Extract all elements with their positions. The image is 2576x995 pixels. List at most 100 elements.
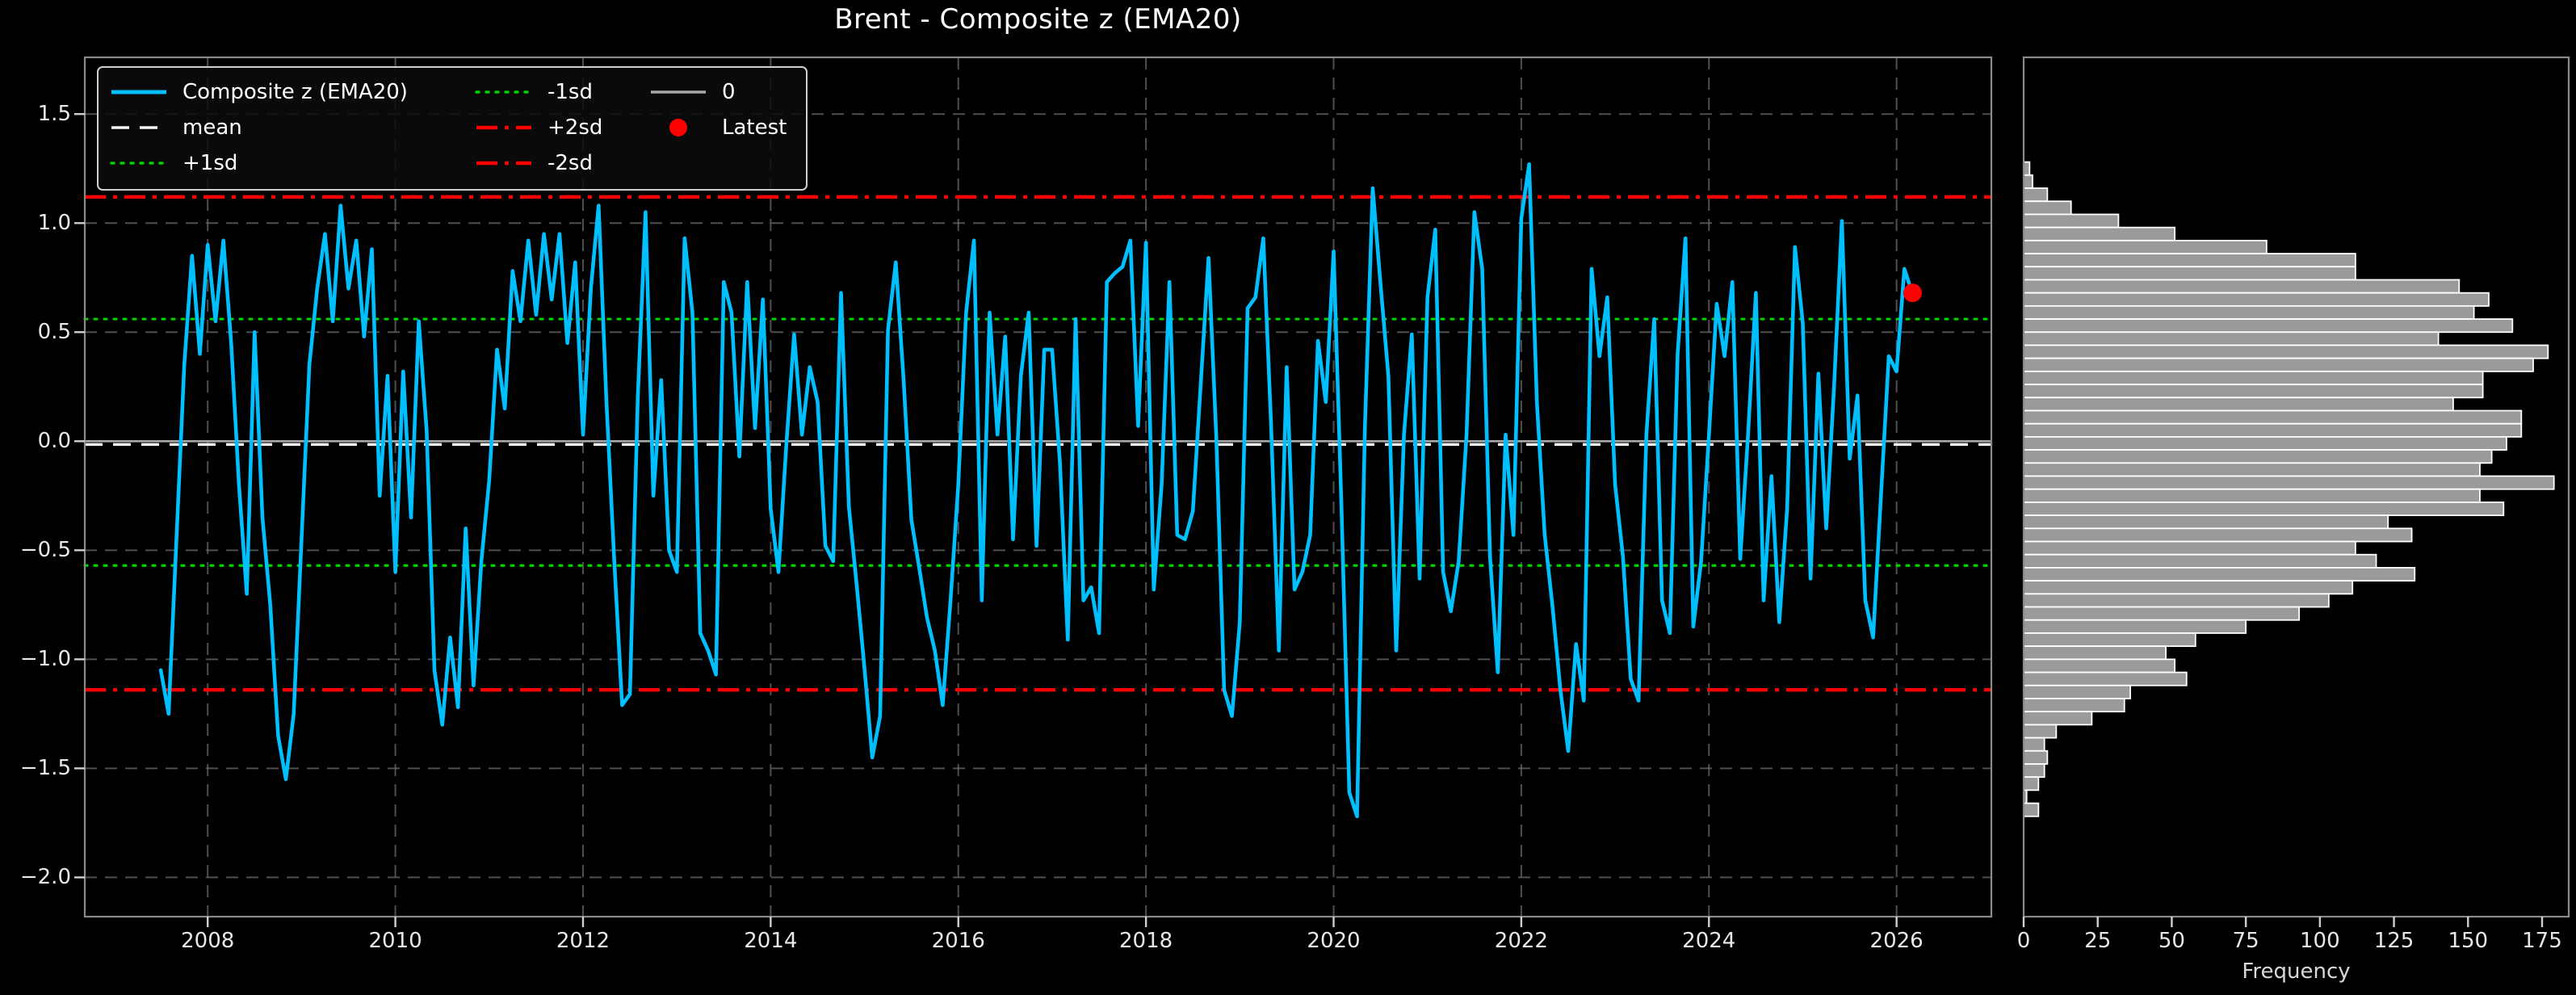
histogram-bar bbox=[2023, 213, 2120, 229]
histogram-bar bbox=[2023, 174, 2033, 189]
x-tick-label: 2012 bbox=[556, 929, 610, 953]
y-tick-label: −2.0 bbox=[19, 865, 71, 890]
y-tick-label: 0.0 bbox=[37, 429, 71, 454]
legend-label: -1sd bbox=[548, 80, 593, 104]
x-tick-label: 2010 bbox=[368, 929, 422, 953]
legend-item-composite-z-ema20-: Composite z (EMA20) bbox=[110, 74, 475, 110]
legend-item--1sd: -1sd bbox=[475, 74, 649, 110]
histogram-bar bbox=[2023, 357, 2534, 372]
hist-x-tick-label: 125 bbox=[2373, 929, 2414, 953]
histogram-bar bbox=[2023, 226, 2175, 241]
hist-x-axis-title: Frequency bbox=[2242, 959, 2351, 984]
histogram-bar bbox=[2023, 763, 2045, 779]
histogram-bar bbox=[2023, 502, 2505, 517]
histogram-bar bbox=[2023, 724, 2058, 739]
legend-column: Composite z (EMA20) mean +1sd bbox=[110, 74, 475, 181]
histogram-bar bbox=[2023, 658, 2175, 674]
histogram-bar bbox=[2023, 239, 2268, 254]
histogram-bar bbox=[2023, 749, 2049, 765]
hist-x-tick-label: 25 bbox=[2084, 929, 2112, 953]
histogram-bar bbox=[2023, 292, 2490, 307]
histogram-bar bbox=[2023, 200, 2072, 216]
solid-blue-swatch-icon bbox=[111, 90, 166, 94]
x-tick-label: 2022 bbox=[1494, 929, 1548, 953]
y-tick-label: −1.5 bbox=[19, 756, 71, 781]
histogram-bar bbox=[2023, 580, 2354, 595]
histogram-bar bbox=[2023, 384, 2484, 399]
page-title: Brent - Composite z (EMA20) bbox=[834, 3, 1242, 36]
histogram-bar bbox=[2023, 422, 2523, 438]
histogram-bar bbox=[2023, 266, 2356, 281]
histogram-bar bbox=[2023, 409, 2523, 425]
histogram-bar bbox=[2023, 449, 2493, 464]
hist-x-tick-label: 75 bbox=[2232, 929, 2259, 953]
legend-label: 0 bbox=[722, 80, 736, 104]
dot-red-swatch-icon bbox=[669, 119, 687, 136]
legend: Composite z (EMA20) mean +1sd -1sd +2sd -2sd 0… bbox=[97, 66, 808, 191]
hist-axes-border bbox=[2022, 56, 2570, 918]
legend-item-mean: mean bbox=[110, 110, 475, 145]
histogram-bar bbox=[2023, 593, 2330, 608]
histogram-bar bbox=[2023, 331, 2440, 346]
histogram-bar bbox=[2023, 370, 2484, 385]
dotted-green-swatch-icon bbox=[110, 162, 168, 165]
y-tick-label: 1.5 bbox=[37, 102, 71, 127]
histogram-bar bbox=[2023, 619, 2247, 634]
x-tick-label: 2016 bbox=[931, 929, 985, 953]
x-tick-label: 2018 bbox=[1119, 929, 1173, 953]
hist-x-tick-label: 0 bbox=[2016, 929, 2031, 953]
histogram-bar bbox=[2023, 475, 2555, 490]
histogram-bar bbox=[2023, 279, 2461, 294]
x-tick-label: 2014 bbox=[744, 929, 798, 953]
legend-label: -2sd bbox=[548, 151, 593, 175]
histogram-bar bbox=[2023, 253, 2356, 268]
x-tick-label: 2026 bbox=[1869, 929, 1924, 953]
dashdot-red-swatch-icon bbox=[476, 161, 531, 166]
histogram-bar bbox=[2023, 567, 2416, 582]
latest-point-marker bbox=[1903, 283, 1922, 303]
histogram-bar bbox=[2023, 435, 2507, 451]
legend-column: -1sd +2sd -2sd bbox=[475, 74, 649, 181]
composite-z-line bbox=[158, 162, 1915, 819]
x-tick-label: 2020 bbox=[1307, 929, 1361, 953]
y-tick-label: −0.5 bbox=[19, 538, 71, 563]
histogram-bar bbox=[2023, 776, 2040, 791]
histogram-bar bbox=[2023, 304, 2475, 320]
histogram-bar bbox=[2023, 462, 2481, 477]
histogram-bar bbox=[2023, 698, 2125, 713]
hist-x-tick-label: 50 bbox=[2158, 929, 2185, 953]
legend-item-latest: Latest bbox=[649, 110, 787, 145]
legend-label: Latest bbox=[722, 115, 787, 140]
histogram-bar bbox=[2023, 540, 2356, 556]
legend-item--1sd: +1sd bbox=[110, 145, 475, 181]
hist-x-tick-label: 100 bbox=[2300, 929, 2340, 953]
histogram-bar bbox=[2023, 553, 2377, 569]
dashed-white-swatch-icon bbox=[111, 126, 166, 129]
hist-x-tick-label: 150 bbox=[2448, 929, 2489, 953]
histogram-bar bbox=[2023, 397, 2454, 412]
histogram-bar bbox=[2023, 514, 2389, 530]
solid-gray-swatch-icon bbox=[651, 90, 706, 94]
x-tick-label: 2024 bbox=[1682, 929, 1736, 953]
legend-label: mean bbox=[183, 115, 242, 140]
dotted-green-swatch-icon bbox=[475, 90, 533, 94]
legend-item--2sd: +2sd bbox=[475, 110, 649, 145]
legend-label: +1sd bbox=[183, 151, 238, 175]
histogram-bar bbox=[2023, 318, 2514, 334]
legend-label: +2sd bbox=[548, 115, 603, 140]
histogram-bar bbox=[2023, 606, 2301, 621]
legend-item--2sd: -2sd bbox=[475, 145, 649, 181]
histogram-bar bbox=[2023, 344, 2549, 359]
histogram-bar bbox=[2023, 802, 2040, 817]
histogram-bar bbox=[2023, 645, 2167, 661]
histogram-bar bbox=[2023, 737, 2045, 752]
legend-item-0: 0 bbox=[649, 74, 787, 110]
histogram-bar bbox=[2023, 671, 2188, 686]
y-tick-label: −1.0 bbox=[19, 647, 71, 672]
histogram-bar bbox=[2023, 187, 2049, 203]
legend-column: 0 Latest bbox=[649, 74, 787, 145]
main-axes-border bbox=[83, 56, 1993, 918]
legend-label: Composite z (EMA20) bbox=[183, 80, 408, 104]
